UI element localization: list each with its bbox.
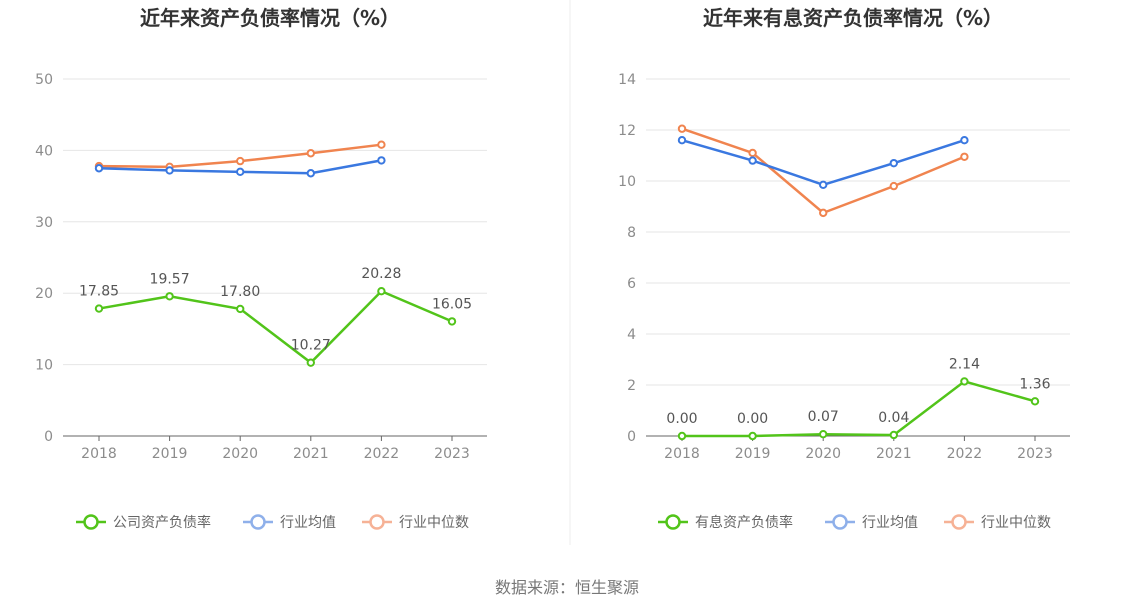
y-tick-label: 20 — [35, 286, 53, 302]
legend-label: 行业均值 — [862, 515, 918, 531]
data-point — [306, 358, 315, 367]
data-point — [960, 377, 969, 386]
x-tick-label: 2021 — [293, 446, 329, 462]
data-point — [889, 181, 898, 191]
chart-title: 近年来有息资产负债率情况（%） — [703, 6, 1003, 30]
y-tick-label: 2 — [627, 378, 636, 394]
data-label: 0.07 — [808, 409, 839, 425]
data-source: 数据来源：恒生聚源 — [495, 578, 639, 597]
data-label: 10.27 — [291, 338, 331, 354]
data-point — [889, 158, 898, 168]
x-tick-label: 2019 — [152, 446, 188, 462]
y-tick-label: 14 — [618, 72, 636, 88]
data-point — [306, 149, 315, 158]
legend-label: 有息资产负债率 — [695, 514, 793, 531]
x-tick-label: 2021 — [876, 446, 912, 462]
legend-marker — [665, 514, 681, 530]
y-tick-label: 6 — [627, 276, 636, 292]
data-point — [377, 156, 386, 165]
series-line-0 — [98, 289, 453, 365]
data-point — [677, 124, 687, 133]
legend-label: 行业均值 — [280, 515, 336, 531]
data-label: 19.57 — [150, 271, 190, 287]
y-tick-label: 10 — [618, 174, 636, 190]
legend-marker — [832, 514, 848, 530]
data-point — [960, 136, 969, 145]
y-tick-label: 4 — [627, 327, 636, 343]
data-point — [677, 431, 687, 441]
legend-label: 公司资产负债率 — [113, 514, 211, 531]
data-point — [748, 148, 757, 158]
legend-marker — [83, 514, 99, 530]
data-point — [748, 156, 757, 165]
x-tick-label: 2018 — [664, 446, 700, 462]
data-point — [165, 292, 174, 301]
x-tick-label: 2023 — [434, 446, 470, 462]
data-label: 0.04 — [878, 410, 909, 426]
data-point — [236, 156, 245, 166]
interest-debt-ratio-chart: 近年来有息资产负债率情况（%） 0 2 4 6 8 10 12 14 2018 2019 2020 20… — [618, 6, 1070, 531]
x-tick-label: 2020 — [805, 446, 841, 462]
data-point — [236, 304, 245, 314]
legend-marker — [951, 514, 967, 530]
data-label: 0.00 — [666, 411, 697, 427]
x-tick-label: 2020 — [222, 446, 258, 462]
series-line-1 — [681, 138, 965, 187]
data-point — [819, 208, 828, 218]
data-point — [447, 317, 457, 326]
y-tick-label: 10 — [35, 358, 53, 374]
legend-label: 行业中位数 — [981, 515, 1051, 531]
data-point — [677, 136, 687, 145]
x-tick-label: 2023 — [1017, 446, 1053, 462]
y-tick-label: 0 — [44, 429, 53, 445]
data-point — [306, 169, 315, 178]
legend-label: 行业中位数 — [399, 515, 469, 531]
y-tick-label: 50 — [35, 72, 53, 88]
data-point — [960, 152, 969, 161]
data-point — [889, 430, 898, 440]
data-point — [819, 180, 828, 190]
legend-marker — [369, 514, 385, 530]
series-line-2 — [681, 127, 965, 215]
x-tick-label: 2022 — [364, 446, 400, 462]
debt-ratio-chart: 近年来资产负债率情况（%） 0 10 20 30 40 50 2018 2019 2020 2021… — [35, 6, 487, 531]
chart-title: 近年来资产负债率情况（%） — [140, 6, 400, 30]
y-tick-label: 0 — [627, 429, 636, 445]
data-point — [94, 164, 104, 173]
x-tick-label: 2019 — [735, 446, 771, 462]
data-point — [1030, 397, 1040, 406]
x-tick-label: 2022 — [947, 446, 983, 462]
data-point — [377, 140, 386, 149]
data-label: 17.85 — [79, 284, 119, 300]
data-point — [748, 431, 757, 441]
data-label: 16.05 — [432, 296, 472, 312]
legend-marker — [250, 514, 266, 530]
y-tick-label: 30 — [35, 215, 53, 231]
data-point — [236, 167, 245, 177]
data-point — [819, 430, 828, 439]
y-tick-label: 12 — [618, 123, 636, 139]
data-label: 1.36 — [1019, 376, 1050, 392]
data-label: 2.14 — [949, 356, 980, 372]
data-label: 20.28 — [361, 266, 401, 282]
y-tick-label: 40 — [35, 143, 53, 159]
series-line-0 — [682, 380, 1036, 438]
data-point — [165, 166, 174, 175]
data-point — [377, 287, 386, 296]
data-label: 17.80 — [220, 284, 260, 300]
data-point — [94, 304, 104, 313]
x-tick-label: 2018 — [81, 446, 117, 462]
data-label: 0.00 — [737, 411, 768, 427]
y-tick-label: 8 — [627, 225, 636, 241]
